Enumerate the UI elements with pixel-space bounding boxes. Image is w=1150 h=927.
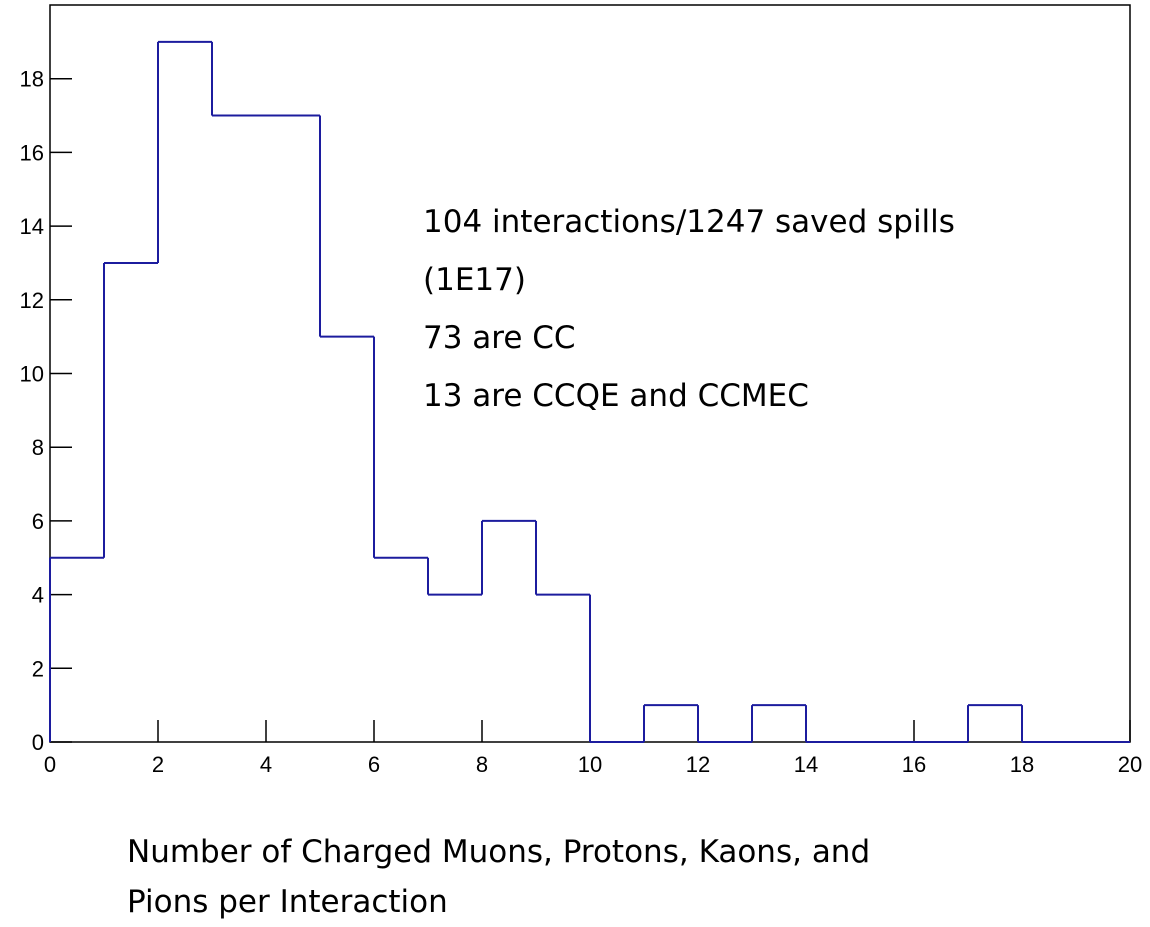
y-tick-label: 2 [32,656,44,681]
x-tick-label: 16 [902,752,926,777]
x-tick-label: 18 [1010,752,1034,777]
y-tick-label: 8 [32,435,44,460]
y-tick-label: 12 [20,288,44,313]
x-tick-label: 20 [1118,752,1142,777]
annotation: 13 are CCQE and CCMEC [423,378,809,414]
x-tick-label: 12 [686,752,710,777]
y-tick-label: 14 [20,214,44,239]
x-axis-label: Pions per Interaction [127,884,448,920]
x-axis-label: Number of Charged Muons, Protons, Kaons,… [127,834,870,870]
x-tick-label: 14 [794,752,818,777]
x-tick-label: 6 [368,752,380,777]
y-tick-label: 10 [20,362,44,387]
y-tick-label: 18 [20,67,44,92]
x-tick-label: 4 [260,752,272,777]
y-tick-label: 6 [32,509,44,534]
y-tick-label: 4 [32,583,44,608]
annotation: (1E17) [423,262,526,298]
y-tick-label: 0 [32,730,44,755]
annotation: 73 are CC [423,320,576,356]
x-tick-label: 8 [476,752,488,777]
x-tick-label: 2 [152,752,164,777]
annotation: 104 interactions/1247 saved spills [423,204,955,240]
y-tick-label: 16 [20,140,44,165]
x-tick-label: 0 [44,752,56,777]
x-tick-label: 10 [578,752,602,777]
